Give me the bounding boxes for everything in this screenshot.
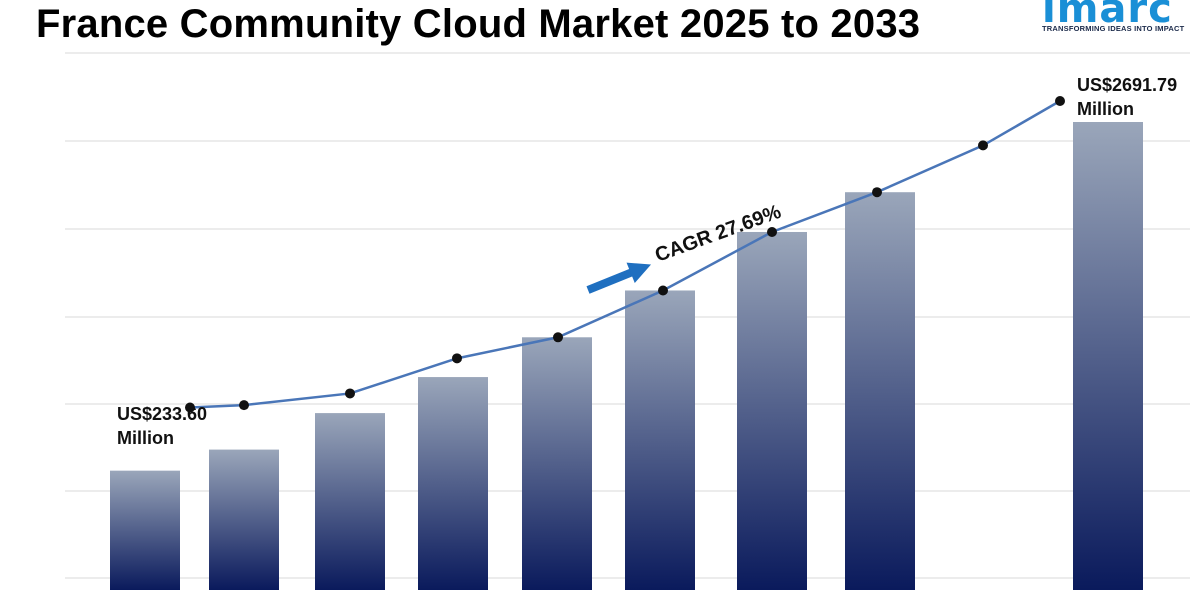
- trend-point-7: [872, 187, 882, 198]
- bar-2027: [315, 413, 385, 590]
- cagr-arrow-shaft: [586, 268, 635, 294]
- end-value-amount: US$2691.79: [1077, 75, 1178, 95]
- cagr-arrow: [586, 262, 652, 294]
- bar-2028: [418, 377, 488, 590]
- trend-point-1: [239, 400, 249, 411]
- bar-2033: [1073, 122, 1143, 590]
- bar-2030: [625, 290, 695, 590]
- trend-line: [185, 96, 1065, 413]
- chart-title: France Community Cloud Market 2025 to 20…: [36, 2, 921, 46]
- trend-polyline: [189, 99, 1061, 409]
- trend-point-5: [658, 285, 668, 296]
- bar-2029: [522, 337, 592, 590]
- end-value-label: US$2691.79 Million: [1077, 73, 1177, 121]
- bar-2032: [845, 192, 915, 590]
- bars: [110, 122, 1143, 591]
- bar-2026: [209, 449, 279, 590]
- logo-wordmark: imarc: [1042, 0, 1173, 32]
- trend-point-3: [452, 353, 462, 364]
- start-value-label: US$233.60 Million: [117, 402, 207, 450]
- end-value-unit: Million: [1077, 99, 1134, 119]
- trend-point-2: [345, 388, 355, 399]
- cagr-arrow-head: [626, 262, 652, 283]
- bar-2031: [737, 231, 807, 591]
- trend-point-8: [978, 140, 988, 151]
- trend-point-6: [767, 226, 777, 237]
- trend-point-0: [185, 402, 195, 413]
- imarc-logo: imarc TRANSFORMING IDEAS INTO IMPACT: [1040, 0, 1200, 38]
- start-value-unit: Million: [117, 428, 174, 448]
- trend-point-4: [553, 332, 563, 343]
- trend-point-9: [1055, 96, 1065, 106]
- bar-2025: [110, 470, 180, 590]
- start-value-amount: US$233.60: [117, 404, 208, 424]
- logo-tagline: TRANSFORMING IDEAS INTO IMPACT: [1042, 24, 1185, 33]
